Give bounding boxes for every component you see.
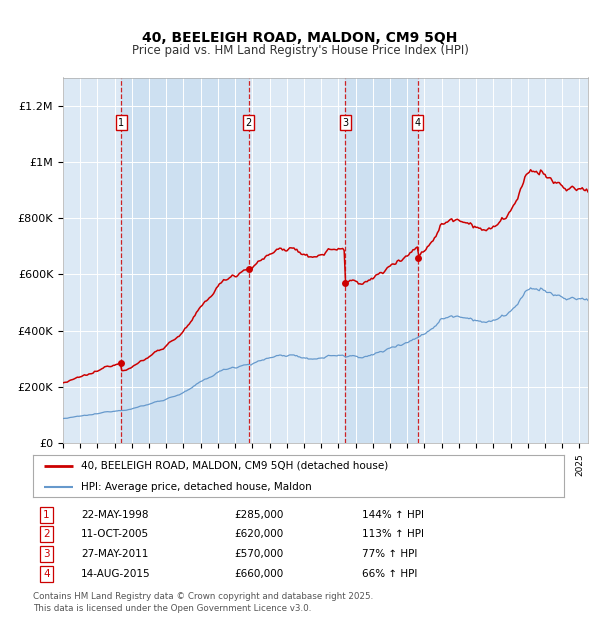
Text: 113% ↑ HPI: 113% ↑ HPI	[362, 529, 424, 539]
Text: 4: 4	[415, 118, 421, 128]
Text: 66% ↑ HPI: 66% ↑ HPI	[362, 569, 418, 579]
Text: £660,000: £660,000	[235, 569, 284, 579]
Text: 40, BEELEIGH ROAD, MALDON, CM9 5QH: 40, BEELEIGH ROAD, MALDON, CM9 5QH	[142, 32, 458, 45]
Text: 77% ↑ HPI: 77% ↑ HPI	[362, 549, 418, 559]
Text: 27-MAY-2011: 27-MAY-2011	[81, 549, 148, 559]
Text: 14-AUG-2015: 14-AUG-2015	[81, 569, 151, 579]
Text: 4: 4	[43, 569, 50, 579]
Text: 2: 2	[245, 118, 251, 128]
Bar	[121, 78, 248, 443]
Text: 1: 1	[118, 118, 124, 128]
Text: £620,000: £620,000	[235, 529, 284, 539]
Text: 2: 2	[43, 529, 50, 539]
Text: 3: 3	[43, 549, 50, 559]
Text: 3: 3	[342, 118, 349, 128]
Text: 40, BEELEIGH ROAD, MALDON, CM9 5QH (detached house): 40, BEELEIGH ROAD, MALDON, CM9 5QH (deta…	[81, 461, 388, 471]
Text: 144% ↑ HPI: 144% ↑ HPI	[362, 510, 424, 520]
Text: 1: 1	[43, 510, 50, 520]
Text: Price paid vs. HM Land Registry's House Price Index (HPI): Price paid vs. HM Land Registry's House …	[131, 45, 469, 57]
Text: HPI: Average price, detached house, Maldon: HPI: Average price, detached house, Mald…	[81, 482, 311, 492]
Text: £570,000: £570,000	[235, 549, 284, 559]
Text: 22-MAY-1998: 22-MAY-1998	[81, 510, 148, 520]
Text: £285,000: £285,000	[235, 510, 284, 520]
Bar	[345, 78, 418, 443]
Text: 11-OCT-2005: 11-OCT-2005	[81, 529, 149, 539]
Text: Contains HM Land Registry data © Crown copyright and database right 2025.
This d: Contains HM Land Registry data © Crown c…	[33, 592, 373, 613]
